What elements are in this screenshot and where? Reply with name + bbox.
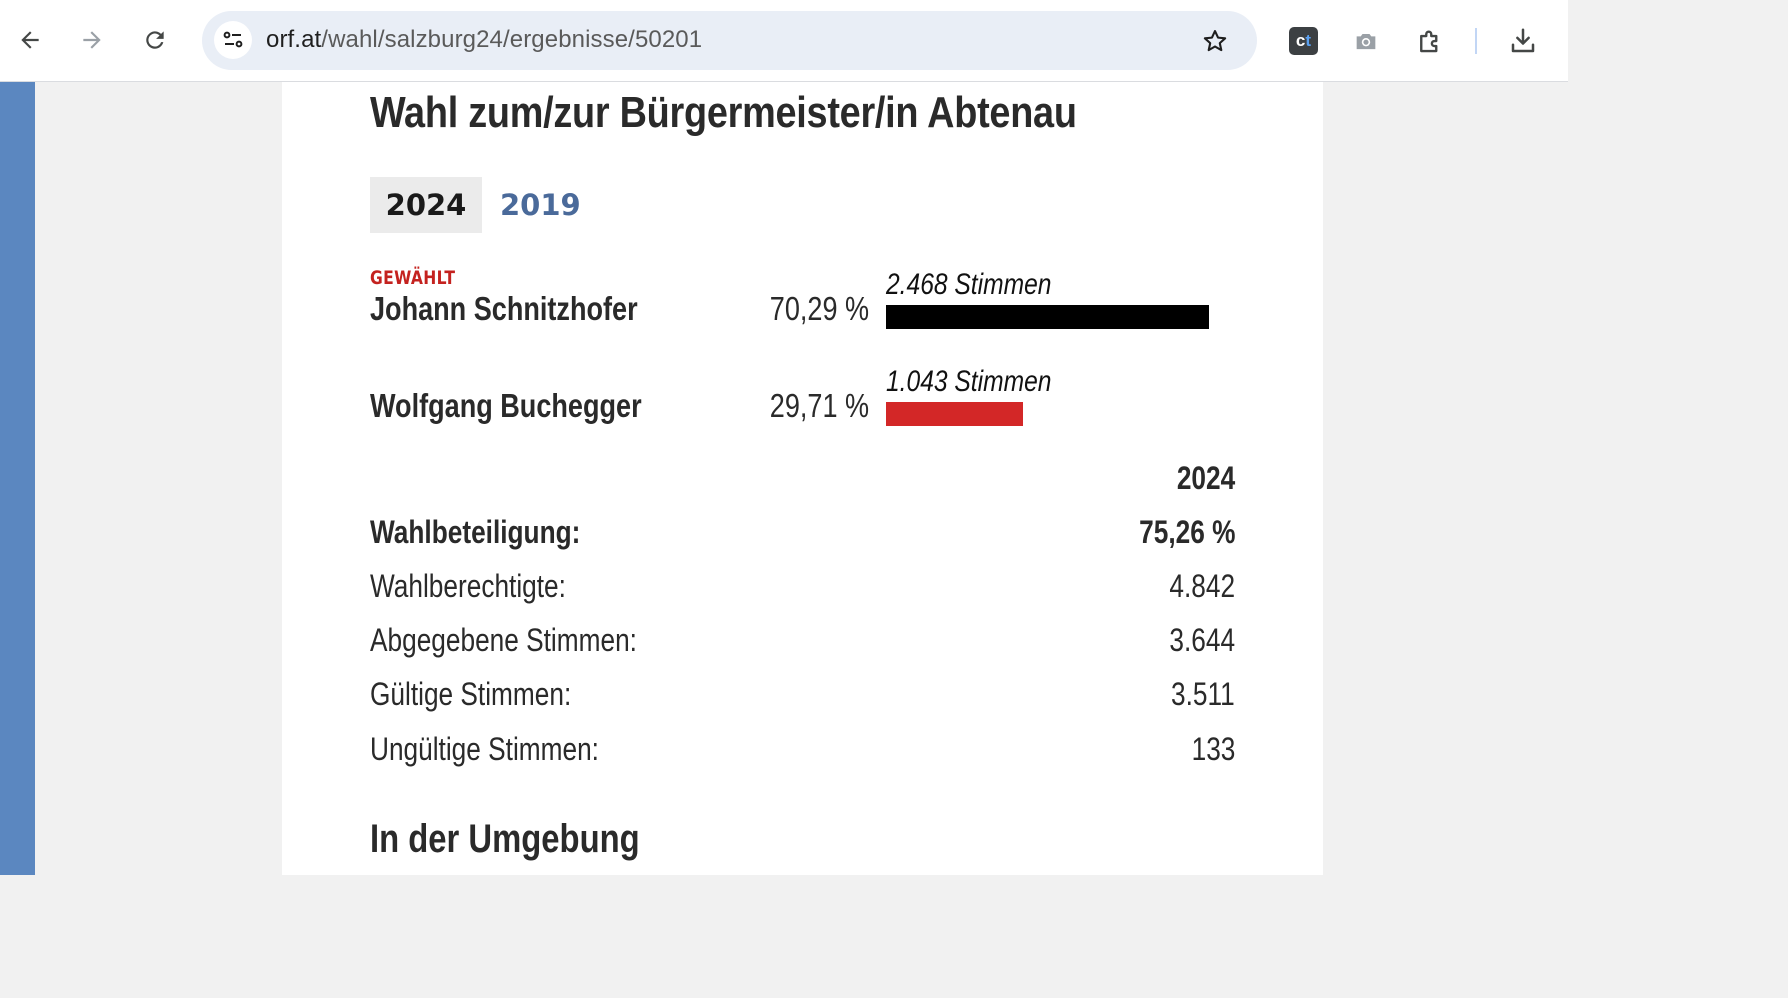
candidate-2-votes: 1.043 Stimmen — [886, 365, 1052, 398]
forward-arrow-icon — [83, 31, 101, 49]
url-host: orf.at — [266, 26, 322, 53]
reload-button[interactable] — [133, 18, 177, 62]
stat-label-valid: Gültige Stimmen: — [370, 676, 615, 713]
forward-button[interactable] — [70, 18, 114, 62]
address-bar[interactable]: orf.at/wahl/salzburg24/ergebnisse/50201 — [202, 11, 1257, 70]
tab-2024[interactable]: 2024 — [370, 177, 482, 233]
stat-value-turnout: 75,26 % — [1118, 514, 1235, 551]
candidate-1-votes: 2.468 Stimmen — [886, 268, 1052, 301]
candidate-percent: 29,71 % — [669, 387, 869, 425]
section-heading-text: In der Umgebung — [370, 817, 640, 861]
elected-label: GEWÄHLT — [370, 267, 456, 289]
stat-label-text: Wahlbeteiligung: — [370, 514, 581, 550]
downloads-button[interactable] — [1504, 22, 1542, 60]
candidate-1-percent: 70,29 % — [769, 290, 869, 327]
section-heading-surroundings: In der Umgebung — [370, 817, 699, 862]
site-info-button[interactable] — [214, 21, 252, 59]
stat-label-invalid: Ungültige Stimmen: — [370, 731, 649, 768]
download-icon — [1511, 28, 1535, 53]
star-icon — [1203, 30, 1227, 52]
bookmark-button[interactable] — [1199, 25, 1231, 57]
tab-2019[interactable]: 2019 — [490, 177, 590, 233]
camera-icon — [1356, 34, 1376, 50]
reload-icon — [146, 31, 164, 49]
stat-value-cast: 3.644 — [1155, 622, 1235, 659]
stat-value-eligible: 4.842 — [1155, 568, 1235, 605]
stat-value-text: 133 — [1191, 731, 1235, 767]
stat-value-invalid: 133 — [1182, 731, 1235, 768]
stat-value-valid: 3.511 — [1157, 676, 1235, 713]
content-panel: Wahl zum/zur Bürgermeister/in Abtenau 20… — [282, 82, 1323, 875]
stat-label-text: Ungültige Stimmen: — [370, 731, 599, 767]
left-accent-bar — [0, 82, 35, 875]
page-title: Wahl zum/zur Bürgermeister/in Abtenau — [370, 88, 1077, 137]
tab-2024-label: 2024 — [385, 188, 467, 222]
candidate-name: Johann Schnitzhofer — [370, 290, 696, 328]
candidate-1-name: Johann Schnitzhofer — [370, 290, 638, 327]
stat-label-cast: Abgegebene Stimmen: — [370, 622, 696, 659]
stat-value-text: 3.644 — [1169, 622, 1235, 658]
back-button[interactable] — [8, 18, 52, 62]
url-text[interactable]: orf.at/wahl/salzburg24/ergebnisse/50201 — [266, 26, 702, 54]
browser-toolbar: orf.at/wahl/salzburg24/ergebnisse/50201 … — [0, 0, 1568, 82]
ct-extension-c: c — [1295, 31, 1306, 50]
stat-label-text: Wahlberechtigte: — [370, 568, 566, 604]
toolbar-separator — [1475, 28, 1477, 54]
candidate-name: Wolfgang Buchegger — [370, 387, 701, 425]
camera-extension-button[interactable] — [1347, 22, 1385, 60]
stat-label-turnout: Wahlbeteiligung: — [370, 514, 627, 551]
elected-badge: GEWÄHLT — [370, 267, 474, 289]
candidate-votes: 2.468 Stimmen — [886, 268, 1088, 302]
site-info-icon — [223, 31, 243, 48]
stat-value-text: 4.842 — [1169, 568, 1235, 604]
candidate-2-bar — [886, 402, 1023, 426]
stats-year-header: 2024 — [1164, 460, 1235, 497]
candidate-1-bar — [886, 305, 1209, 329]
tab-2019-label: 2019 — [500, 188, 581, 222]
candidate-percent: 70,29 % — [669, 290, 869, 328]
stat-label-eligible: Wahlberechtigte: — [370, 568, 609, 605]
candidate-2-percent: 29,71 % — [769, 387, 869, 424]
ct-extension-t: t — [1305, 31, 1312, 50]
back-arrow-icon — [21, 31, 39, 49]
stat-value-text: 3.511 — [1171, 676, 1235, 712]
stat-label-text: Abgegebene Stimmen: — [370, 622, 637, 658]
stat-value-text: 75,26 % — [1138, 514, 1235, 550]
url-path: /wahl/salzburg24/ergebnisse/50201 — [321, 26, 703, 53]
candidate-2-name: Wolfgang Buchegger — [370, 387, 642, 424]
extensions-button[interactable] — [1411, 22, 1449, 60]
stats-year-label: 2024 — [1176, 460, 1235, 496]
candidate-votes: 1.043 Stimmen — [886, 365, 1088, 399]
puzzle-icon — [1420, 30, 1438, 53]
stat-label-text: Gültige Stimmen: — [370, 676, 572, 712]
web-page: Wahl zum/zur Bürgermeister/in Abtenau 20… — [0, 82, 1568, 875]
